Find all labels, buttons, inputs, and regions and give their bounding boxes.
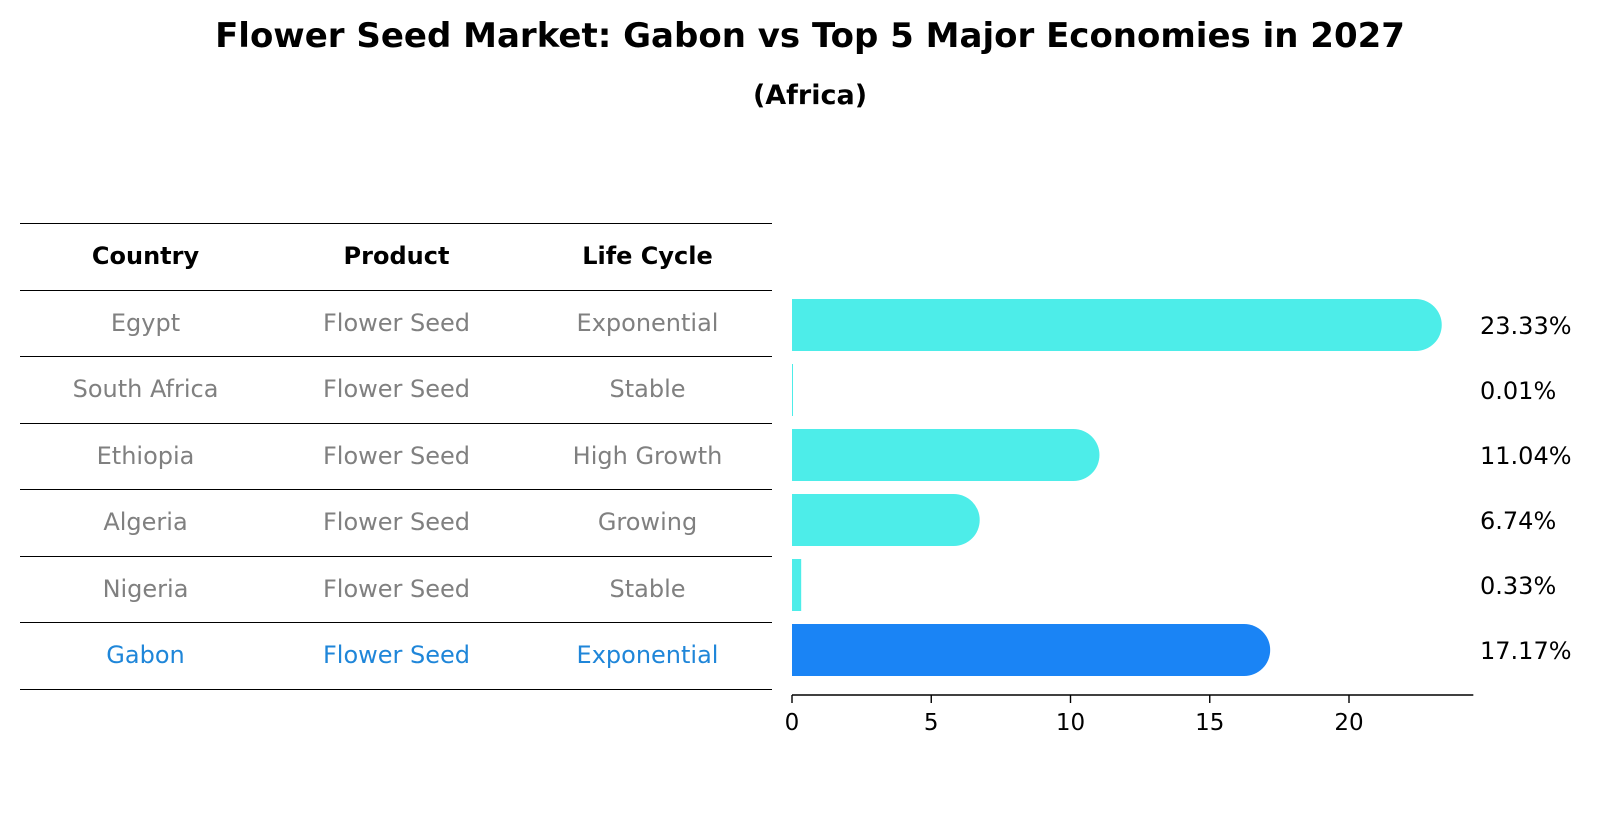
table-cell: Egypt <box>110 308 181 337</box>
x-tick-label: 10 <box>1056 710 1085 736</box>
bar <box>792 299 1442 351</box>
bar <box>792 429 1100 481</box>
table-cell: Flower Seed <box>322 375 471 403</box>
bar <box>792 364 793 416</box>
value-label: 0.01% <box>1480 377 1556 405</box>
table-cell: Flower Seed <box>322 508 471 536</box>
value-label: 11.04% <box>1480 442 1572 470</box>
chart-subtitle: (Africa) <box>752 80 868 111</box>
table-cell: Stable <box>609 375 686 403</box>
table-cell: Stable <box>609 574 686 603</box>
table-divider <box>20 622 772 623</box>
bar <box>792 559 802 611</box>
table-divider <box>20 489 772 490</box>
table-cell: Exponential <box>576 641 719 669</box>
x-tick-label: 20 <box>1334 710 1363 736</box>
table-header-cell: Product <box>343 242 450 270</box>
table-divider <box>20 356 772 357</box>
table-divider <box>20 422 772 424</box>
table-divider <box>20 555 772 557</box>
table-cell: South Africa <box>72 375 219 403</box>
table-cell: Algeria <box>103 508 188 536</box>
value-label: 6.74% <box>1480 507 1556 535</box>
x-tick-label: 0 <box>785 710 800 736</box>
bar <box>792 494 980 546</box>
chart-title: Flower Seed Market: Gabon vs Top 5 Major… <box>215 16 1405 56</box>
value-label: 17.17% <box>1480 637 1572 665</box>
table-cell: Ethiopia <box>96 441 195 470</box>
table-header-cell: Life Cycle <box>582 242 713 270</box>
table-cell: Growing <box>597 508 698 536</box>
bar-highlight <box>792 624 1271 676</box>
table-cell: Gabon <box>106 641 185 669</box>
table-divider <box>20 289 772 291</box>
table-cell: Flower Seed <box>322 441 471 470</box>
table-cell: Nigeria <box>102 574 189 603</box>
table-cell: Flower Seed <box>322 308 471 337</box>
x-tick-label: 15 <box>1195 710 1224 736</box>
table-header-cell: Country <box>91 242 200 270</box>
table-divider <box>20 223 772 224</box>
table-cell: Flower Seed <box>322 641 471 669</box>
value-label: 23.33% <box>1480 312 1572 340</box>
value-label: 0.33% <box>1480 572 1556 600</box>
x-tick-label: 5 <box>924 710 939 736</box>
table-cell: Flower Seed <box>322 574 471 603</box>
table-cell: Exponential <box>576 308 719 337</box>
table-divider <box>20 688 772 690</box>
table-cell: High Growth <box>572 441 723 470</box>
